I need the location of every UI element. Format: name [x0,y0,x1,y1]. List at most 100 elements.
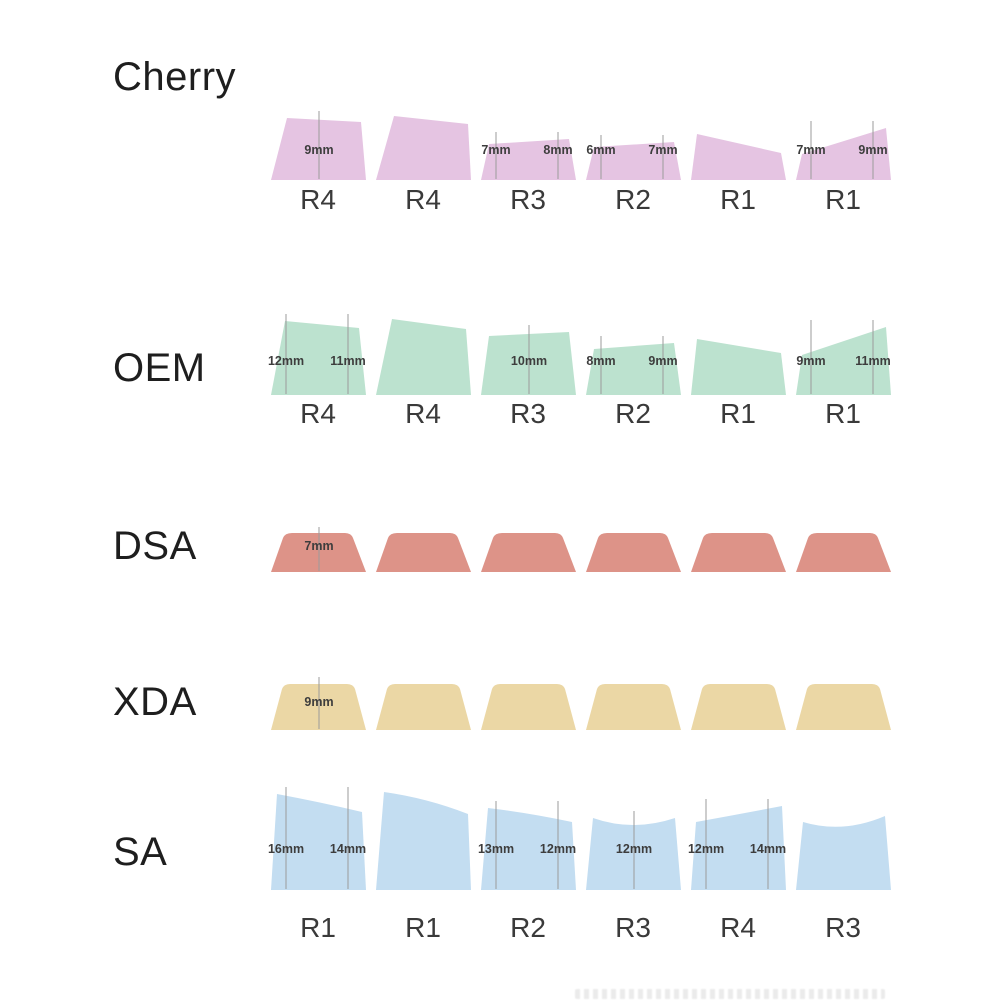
keycap-shape: 12mm [586,811,681,890]
row-label: R1 [405,912,441,943]
keycap-shape [691,533,786,572]
row-label: R3 [510,184,546,215]
row-label: R2 [615,398,651,429]
measurement-label: 9mm [304,143,333,157]
xda-keycap-row: 9mm [265,676,905,730]
keycap-silhouette [376,319,471,395]
cherry-row-labels: R4 R4 R3 R2 R1 R1 [265,184,905,218]
profile-name-dsa: DSA [113,524,197,568]
oem-row-labels: R4 R4 R3 R2 R1 R1 [265,398,905,432]
keycap-shape: 13mm 12mm [478,801,576,890]
keycap-silhouette [691,339,786,395]
measurement-label: 12mm [268,354,304,368]
keycap-shape [691,339,786,395]
row-label: R1 [300,912,336,943]
measurement-label: 9mm [796,354,825,368]
keycap-silhouette [691,134,786,180]
sa-row-labels: R1 R1 R2 R3 R4 R3 [265,912,905,946]
measurement-label: 13mm [478,842,514,856]
keycap-row-svg: 9mm [271,677,891,730]
keycap-row-svg: 12mm 11mm 10mm 8mm 9mm 9mm 11mm [268,314,891,395]
row-label: R4 [300,398,336,429]
keycap-shape: 16mm 14mm [268,787,366,890]
row-label: R1 [720,398,756,429]
keycap-shape [376,116,471,180]
profile-name-oem: OEM [113,346,206,390]
keycap-shape [796,684,891,730]
measurement-label: 7mm [304,539,333,553]
measurement-label: 7mm [648,143,677,157]
keycap-shape: 12mm 11mm [268,314,366,395]
profile-name-xda: XDA [113,680,197,724]
measurement-label: 11mm [330,354,365,368]
row-label: R4 [720,912,756,943]
keycap-shape [376,319,471,395]
keycap-shape [376,533,471,572]
keycap-silhouette [481,808,576,890]
keycap-shape: 9mm 11mm [796,320,891,395]
measurement-label: 9mm [304,695,333,709]
row-label: R3 [510,398,546,429]
measurement-label: 7mm [796,143,825,157]
profile-name-cherry: Cherry [113,55,237,99]
row-label: R1 [825,398,861,429]
keycap-silhouette [796,816,891,890]
row-label: R1 [720,184,756,215]
keycap-shape [691,684,786,730]
row-label: R4 [405,398,441,429]
keycap-silhouette [796,327,891,395]
keycap-silhouette [481,139,576,180]
row-label: R3 [825,912,861,943]
measurement-label: 8mm [586,354,615,368]
measurement-label: 7mm [481,143,510,157]
keycap-silhouette [271,794,366,890]
measurement-label: 9mm [858,143,887,157]
keycap-shape: 6mm 7mm [586,135,681,180]
keycap-silhouette [376,533,471,572]
keycap-shape: 7mm 9mm [796,121,891,180]
keycap-shape [691,134,786,180]
keycap-shape [481,533,576,572]
measurement-label: 6mm [586,143,615,157]
row-label: R2 [615,184,651,215]
keycap-shape: 9mm [271,111,366,180]
keycap-silhouette [376,792,471,890]
keycap-shape: 7mm [271,527,366,572]
measurement-label: 16mm [268,842,304,856]
keycap-shape [586,533,681,572]
keycap-shape [376,792,471,890]
keycap-silhouette [481,684,576,730]
measurement-label: 12mm [688,842,724,856]
measurement-label: 11mm [855,354,890,368]
measurement-label: 12mm [540,842,576,856]
oem-keycap-row: 12mm 11mm 10mm 8mm 9mm 9mm 11mm [265,311,905,395]
keycap-silhouette [271,321,366,395]
row-label: R4 [405,184,441,215]
keycap-shape [376,684,471,730]
keycap-silhouette [796,533,891,572]
keycap-silhouette [796,684,891,730]
measurement-label: 10mm [511,354,547,368]
measurement-label: 14mm [330,842,366,856]
keycap-silhouette [376,116,471,180]
keycap-shape [796,816,891,890]
keycap-shape [796,533,891,572]
row-label: R1 [825,184,861,215]
sa-keycap-row: 16mm 14mm 13mm 12mm 12mm 12mm 14mm [265,786,905,890]
measurement-label: 9mm [648,354,677,368]
keycap-row-svg: 7mm [271,527,891,572]
keycap-silhouette [691,533,786,572]
keycap-shape [586,684,681,730]
keycap-silhouette [481,533,576,572]
keycap-shape: 10mm [481,325,576,395]
keycap-silhouette [586,343,681,395]
measurement-label: 14mm [750,842,786,856]
keycap-silhouette [796,128,891,180]
keycap-shape: 7mm 8mm [481,132,576,180]
keycap-row-svg: 9mm 7mm 8mm 6mm 7mm 7mm 9mm [271,111,891,180]
row-label: R2 [510,912,546,943]
profile-name-sa: SA [113,830,168,874]
keycap-shape [481,684,576,730]
keycap-silhouette [691,684,786,730]
